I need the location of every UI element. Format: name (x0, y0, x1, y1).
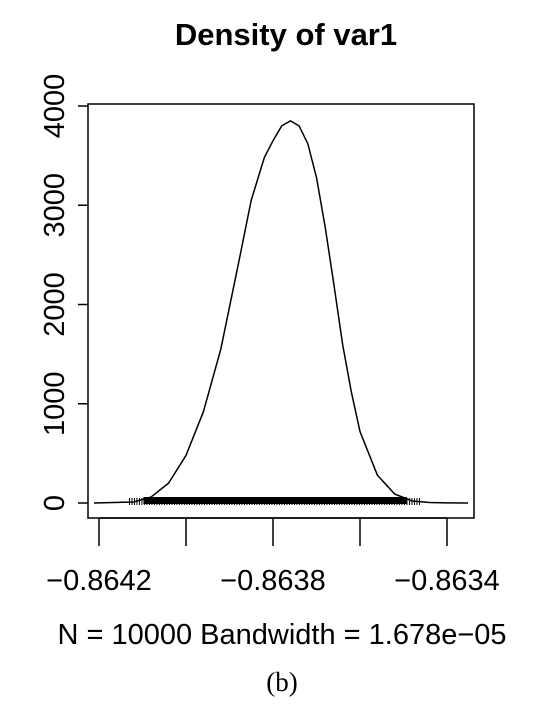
density-line (93, 120, 469, 504)
x-axis-subtitle: N = 10000 Bandwidth = 1.678e−05 (57, 619, 506, 651)
figure-caption: (b) (266, 667, 297, 697)
y-tick-label: 4000 (39, 74, 71, 139)
x-tick-label: −0.8638 (220, 565, 326, 597)
x-tick-label: −0.8642 (46, 565, 152, 597)
y-axis: 0 1000 2000 3000 4000 (39, 74, 88, 511)
y-tick-label: 2000 (39, 272, 71, 337)
chart-title: Density of var1 (175, 17, 397, 52)
x-tick-label: −0.8634 (394, 565, 500, 597)
y-tick-label: 0 (39, 495, 71, 511)
y-tick-label: 3000 (39, 173, 71, 238)
x-axis: −0.8642 −0.8638 −0.8634 (46, 517, 500, 597)
rug-dense-band (143, 497, 407, 504)
rug (128, 497, 420, 505)
plot-box (87, 103, 475, 519)
y-tick-label: 1000 (39, 371, 71, 436)
